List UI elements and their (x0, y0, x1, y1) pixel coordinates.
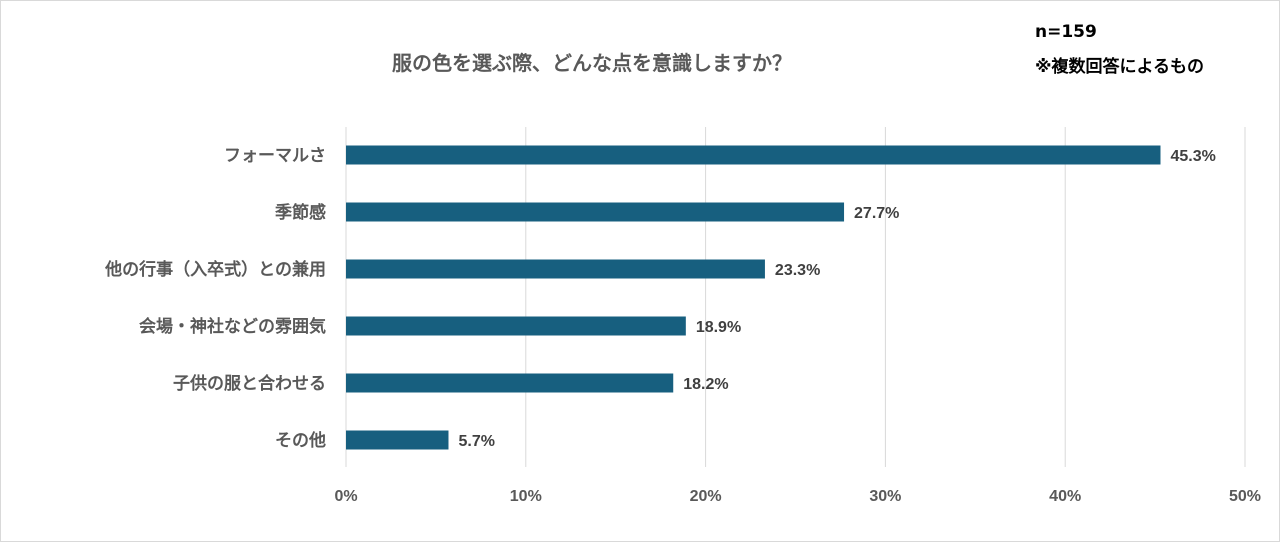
chart-title: 服の色を選ぶ際、どんな点を意識しますか？ (392, 51, 792, 75)
bar-0 (346, 145, 1161, 165)
category-label-0: フォーマルさ (224, 146, 326, 166)
value-label-4: 18.2% (683, 376, 728, 393)
value-label-5: 5.7% (458, 433, 494, 450)
category-label-1: 季節感 (275, 202, 326, 223)
x-tick-label-4: 40% (1049, 488, 1081, 505)
bar-3 (346, 316, 686, 336)
bar-5 (346, 430, 449, 450)
x-tick-label-5: 50% (1229, 488, 1261, 505)
value-label-1: 27.7% (854, 205, 899, 222)
sample-size-note: n=159 (1035, 22, 1097, 42)
bar-1 (346, 202, 845, 222)
category-label-3: 会場・神社などの雰囲気 (139, 316, 326, 337)
value-label-0: 45.3% (1170, 148, 1215, 165)
x-tick-label-1: 10% (510, 488, 542, 505)
x-tick-label-0: 0% (334, 488, 357, 505)
bar-4 (346, 373, 674, 393)
value-label-3: 18.9% (696, 319, 741, 336)
x-tick-label-2: 20% (690, 488, 722, 505)
bar-2 (346, 259, 765, 279)
value-label-2: 23.3% (775, 262, 820, 279)
multiple-answers-note: ※複数回答によるもの (1035, 57, 1205, 77)
category-label-2: 他の行事（入卒式）との兼用 (104, 259, 326, 280)
category-label-5: その他 (275, 430, 326, 451)
x-tick-label-3: 30% (869, 488, 901, 505)
category-label-4: 子供の服と合わせる (173, 373, 326, 394)
